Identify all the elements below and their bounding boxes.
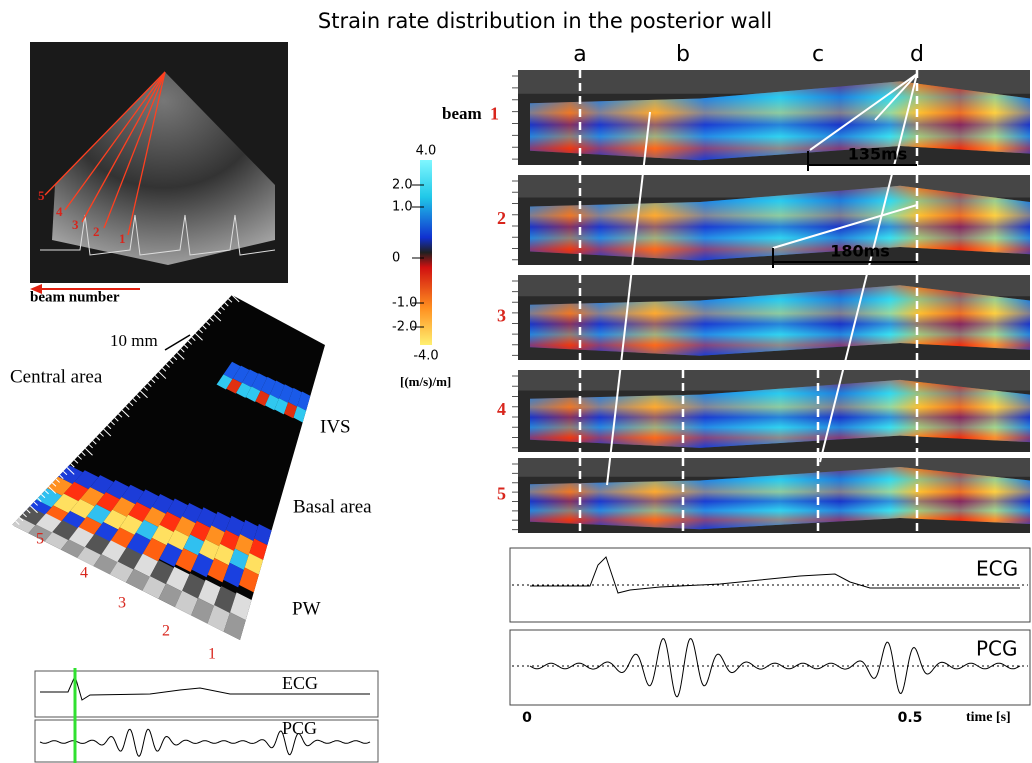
colorbar <box>420 160 432 345</box>
fan-beam-label: 3 <box>118 595 126 612</box>
fan-beam-label: 5 <box>36 531 44 548</box>
colorbar-label: -4.0 <box>413 349 438 364</box>
fan-scale: 10 mm <box>110 331 158 350</box>
colorbar-label: 4.0 <box>416 144 437 159</box>
echo-beam-label: 1 <box>119 231 126 246</box>
time-axis-label: time [s] <box>966 710 1011 725</box>
figure: Strain rate distribution in the posterio… <box>0 0 1032 763</box>
colorbar-unit: [(m/s)/m] <box>400 374 451 389</box>
fan-beam-label: 4 <box>80 565 88 582</box>
figure-title: Strain rate distribution in the posterio… <box>318 9 772 33</box>
time-tick: 0 <box>522 710 532 726</box>
echo-beam-label: 5 <box>38 188 45 203</box>
beam-number: 2 <box>497 208 506 228</box>
small-ecg-label: ECG <box>282 673 318 693</box>
fan-beam-label: 1 <box>208 646 216 663</box>
beam-number: 4 <box>497 399 506 419</box>
ecg-label: ECG <box>976 557 1018 581</box>
colorbar-label: 1.0 <box>392 200 413 215</box>
page: { "title": "Strain rate distribution in … <box>0 0 1032 763</box>
time-tick: 0.5 <box>898 710 923 726</box>
fan-label: IVS <box>320 416 351 437</box>
event-letter: d <box>910 42 924 67</box>
fan-label: PW <box>292 598 321 619</box>
event-letter: c <box>812 42 824 67</box>
mmode-panels: 1 2 3 4 5 a b c d 135ms 180ms <box>490 42 1030 533</box>
colorbar-label: 2.0 <box>392 178 413 193</box>
interval-label: 180ms <box>830 242 890 261</box>
interval-label: 135ms <box>848 145 908 164</box>
event-letter: b <box>676 42 690 67</box>
beam-word: beam <box>442 104 482 123</box>
event-letter: a <box>573 42 586 67</box>
echo-beam-label: 2 <box>93 224 100 239</box>
echo-beam-label: 3 <box>72 217 79 232</box>
small-pcg-label: PCG <box>282 718 317 738</box>
echo-beam-label: 4 <box>56 204 63 219</box>
fan-label: Central area <box>10 366 103 387</box>
beam-number: 1 <box>490 104 499 124</box>
fan-label: Basal area <box>293 496 372 517</box>
beam-number: 5 <box>497 484 506 504</box>
fan-diagram <box>12 295 325 640</box>
beam-number: 3 <box>497 306 506 326</box>
pcg-label: PCG <box>976 637 1018 661</box>
colorbar-ticks: 2.01.00-1.0-2.0 <box>392 178 424 335</box>
colorbar-label: 0 <box>392 251 400 266</box>
fan-beam-label: 2 <box>162 623 170 640</box>
echo-caption: beam number <box>30 289 120 305</box>
